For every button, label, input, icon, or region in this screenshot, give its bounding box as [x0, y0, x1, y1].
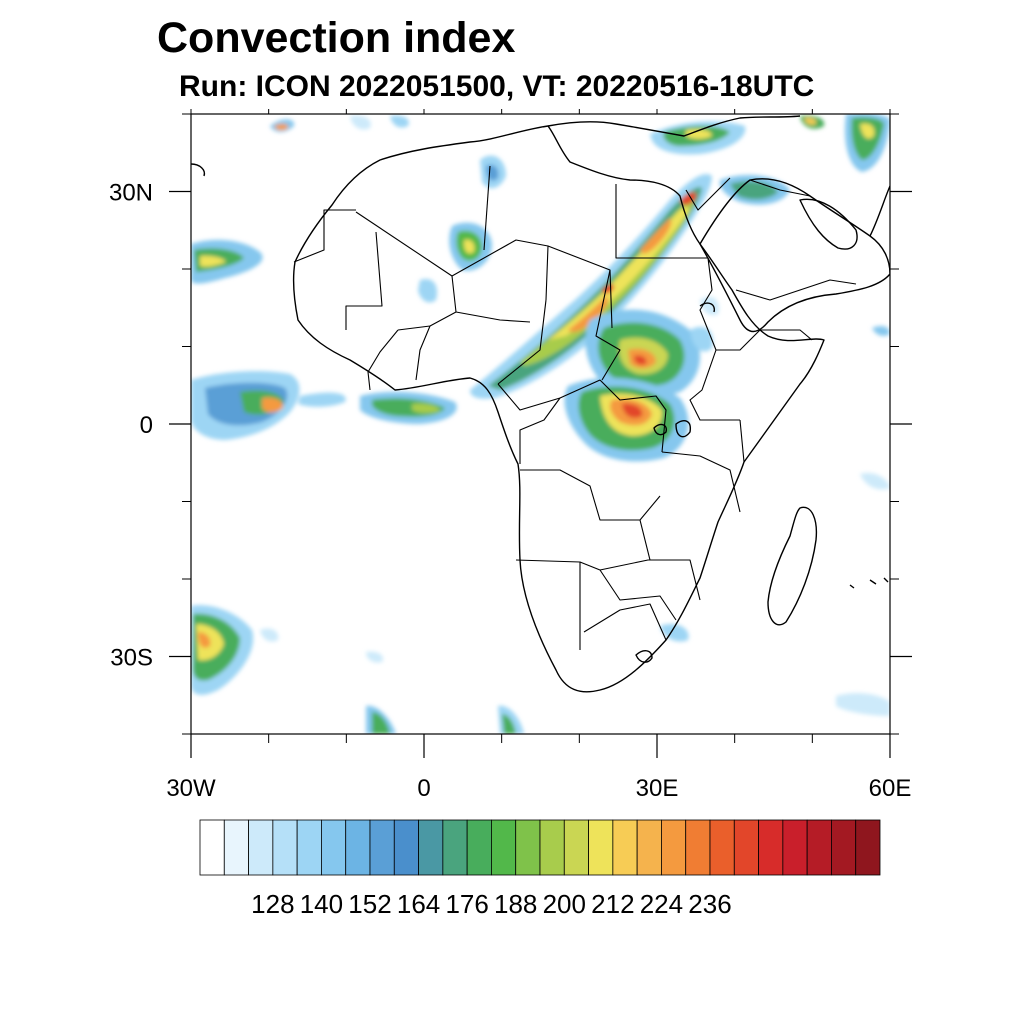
colorbar-box [758, 819, 784, 876]
colorbar-label: 140 [300, 889, 343, 919]
colorbar-box [418, 819, 444, 876]
colorbar-box [321, 819, 347, 876]
colorbar-box [223, 819, 249, 876]
colorbar-label: 200 [543, 889, 586, 919]
colorbar-box [806, 819, 832, 876]
colorbar-box [539, 819, 565, 876]
colorbar-box [345, 819, 371, 876]
colorbar-label: 152 [348, 889, 391, 919]
coastlines [191, 115, 890, 693]
madagascar-coastline [767, 506, 818, 626]
colorbar-box [296, 819, 322, 876]
colorbar-box [855, 819, 881, 876]
colorbar-box [661, 819, 687, 876]
colorbar-box [709, 819, 735, 876]
colorbar-box [248, 819, 274, 876]
colorbar-box [733, 819, 759, 876]
colorbar-box [563, 819, 589, 876]
colorbar-label: 188 [494, 889, 537, 919]
convection-field [191, 114, 890, 734]
colorbar: 128 140 152 164 176 188 200 212 224 236 [199, 819, 881, 919]
x-tick-label: 60E [869, 775, 912, 802]
colorbar-box [515, 819, 541, 876]
colorbar-box [442, 819, 468, 876]
colorbar-box [199, 819, 225, 876]
colorbar-label: 164 [397, 889, 440, 919]
x-tick-label: 30E [636, 775, 679, 802]
colorbar-label: 212 [591, 889, 634, 919]
europe-coastline [547, 115, 801, 137]
colorbar-label: 224 [640, 889, 683, 919]
africa-coastline [292, 125, 825, 693]
colorbar-label: 176 [445, 889, 488, 919]
colorbar-box [272, 819, 298, 876]
colorbar-box [466, 819, 492, 876]
country-borders [293, 165, 857, 650]
y-tick-label: 30S [110, 645, 153, 672]
colorbar-box [612, 819, 638, 876]
map-background [191, 114, 890, 734]
colorbar-box [636, 819, 662, 876]
colorbar-box [393, 819, 419, 876]
colorbar-label: 128 [251, 889, 294, 919]
colorbar-label: 236 [688, 889, 731, 919]
iran-coastline [869, 185, 890, 237]
map-axes: 30W 0 30E 60E 30N 0 30S [109, 109, 912, 802]
y-tick-label: 0 [140, 412, 153, 439]
chart-title: Convection index [157, 14, 516, 62]
chart-subtitle: Run: ICON 2022051500, VT: 20220516-18UTC [179, 70, 815, 103]
persian-gulf-coastline [799, 198, 858, 250]
y-tick-label: 30N [109, 180, 153, 207]
x-tick-label: 30W [166, 775, 216, 802]
colorbar-box [782, 819, 808, 876]
colorbar-box [369, 819, 395, 876]
x-tick-label: 0 [417, 775, 430, 802]
colorbar-box [831, 819, 857, 876]
colorbar-box [588, 819, 614, 876]
convection-cell-sahel-band [470, 174, 712, 399]
colorbar-box [685, 819, 711, 876]
colorbar-box [491, 819, 517, 876]
